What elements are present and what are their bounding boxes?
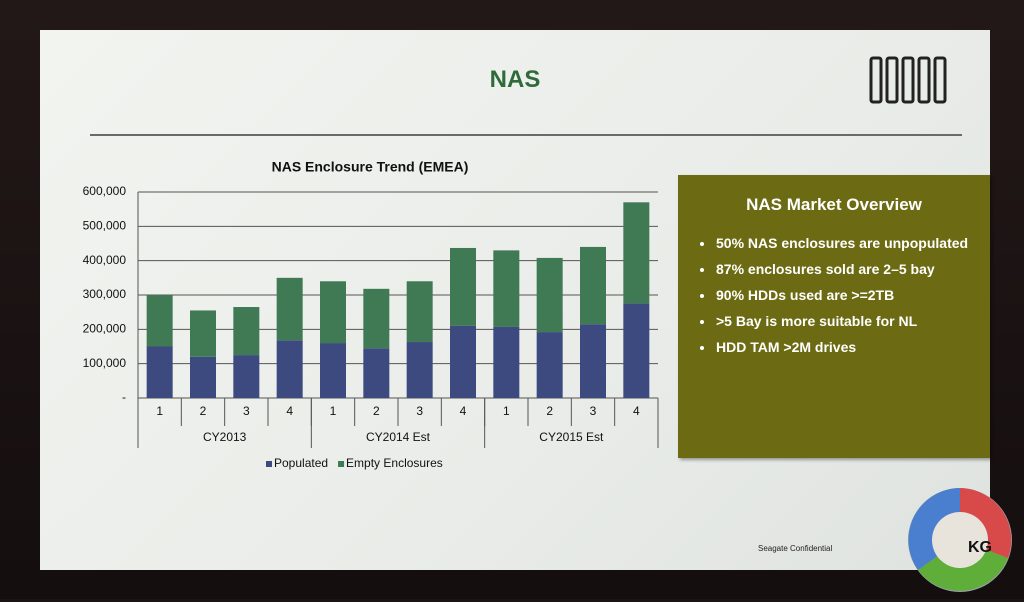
logo-core: [932, 512, 988, 568]
legend-swatch: [266, 461, 272, 467]
bar-segment: [190, 356, 216, 398]
bullet: 87% enclosures sold are 2–5 bay: [698, 259, 978, 280]
divider: [90, 134, 962, 136]
group-label: CY2014 Est: [366, 430, 431, 444]
bar-segment: [276, 277, 303, 341]
y-tick-label: 100,000: [83, 356, 127, 370]
x-tick-label: 4: [286, 404, 293, 418]
y-tick-label: 600,000: [83, 184, 127, 198]
bar-segment: [146, 346, 173, 398]
bar-segment: [450, 325, 476, 398]
group-label: CY2013: [203, 430, 247, 444]
x-tick-label: 2: [200, 404, 207, 418]
footer: Seagate Confidential: [758, 544, 833, 553]
x-tick-label: 2: [546, 404, 553, 418]
y-tick-label: 200,000: [83, 322, 127, 336]
x-tick-label: 3: [590, 404, 597, 418]
bullet: 50% NAS enclosures are unpopulated: [698, 233, 978, 254]
bar-segment: [536, 257, 563, 333]
bar-segment: [493, 326, 520, 398]
bar-segment: [450, 247, 476, 326]
bullet: 90% HDDs used are >=2TB: [698, 285, 978, 306]
x-tick-label: 3: [416, 404, 423, 418]
bar-segment: [580, 324, 606, 398]
bullet: HDD TAM >2M drives: [698, 337, 978, 358]
legend-swatch: [338, 461, 345, 467]
x-tick-label: 2: [373, 404, 380, 418]
x-tick-label: 1: [503, 404, 510, 418]
logo-segment: [908, 488, 960, 570]
bar-segment: [623, 202, 650, 304]
legend-label: Populated: [274, 456, 328, 470]
slide-title: NAS: [489, 66, 541, 93]
y-tick-label: -: [122, 390, 126, 404]
bar-segment: [320, 343, 346, 398]
panel-title: NAS Market Overview: [746, 195, 922, 214]
y-tick-label: 500,000: [83, 219, 127, 233]
bullet: >5 Bay is more suitable for NL: [698, 311, 978, 332]
bar-segment: [406, 342, 433, 398]
legend-label: Empty Enclosures: [346, 456, 443, 470]
y-tick-label: 400,000: [83, 253, 127, 267]
bar-segment: [190, 310, 216, 357]
bar-segment: [276, 340, 303, 398]
bar-segment: [406, 281, 433, 343]
y-tick-label: 300,000: [83, 287, 127, 301]
x-tick-label: 1: [156, 404, 163, 418]
logo: KG: [908, 488, 1012, 592]
server-icon: [869, 56, 947, 104]
bar-segment: [363, 288, 390, 349]
logo-text: KG: [968, 539, 992, 556]
bar-segment: [363, 348, 390, 398]
group-label: CY2015 Est: [539, 430, 604, 444]
bar-segment: [233, 307, 260, 356]
bar-segment: [320, 281, 346, 344]
chart-title: NAS Enclosure Trend (EMEA): [272, 159, 469, 175]
slide: NAS NAS Enclosure Trend (EMEA) - 100,000 2…: [40, 30, 990, 570]
x-tick-label: 4: [633, 404, 640, 418]
x-tick-label: 4: [460, 404, 467, 418]
bar-segment: [146, 295, 173, 347]
x-tick-label: 3: [243, 404, 250, 418]
bar-segment: [580, 246, 606, 325]
bar-segment: [233, 355, 260, 398]
overview-panel: NAS Market Overview 50% NAS enclosures a…: [678, 175, 990, 458]
bar-segment: [493, 250, 520, 327]
chart: NAS Enclosure Trend (EMEA) - 100,000 200,0…: [83, 159, 659, 470]
bar-segment: [623, 303, 650, 398]
x-tick-label: 1: [330, 404, 337, 418]
bar-segment: [536, 332, 563, 398]
bullet-list: 50% NAS enclosures are unpopulated 87% en…: [678, 233, 990, 358]
